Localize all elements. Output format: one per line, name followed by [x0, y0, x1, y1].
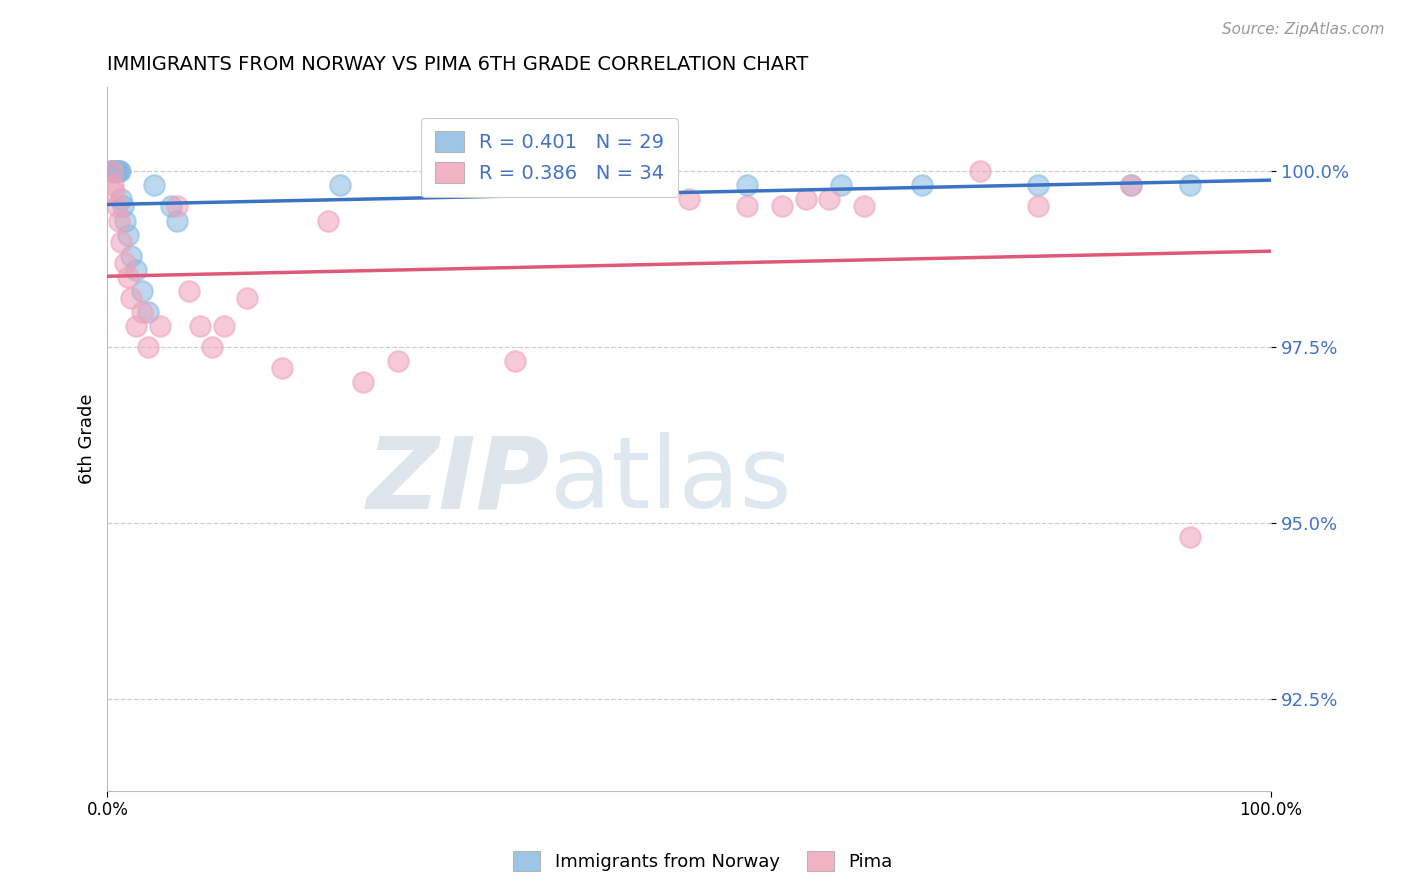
Point — [737, 199, 759, 213]
Point — [737, 178, 759, 193]
Point — [911, 178, 934, 193]
Y-axis label: 6th Grade: 6th Grade — [79, 393, 96, 484]
Point — [110, 193, 132, 207]
Point — [125, 319, 148, 334]
Text: Source: ZipAtlas.com: Source: ZipAtlas.com — [1222, 22, 1385, 37]
Point — [103, 164, 125, 178]
Point — [561, 178, 583, 193]
Point — [387, 354, 409, 368]
Point — [108, 213, 131, 227]
Legend: R = 0.401   N = 29, R = 0.386   N = 34: R = 0.401 N = 29, R = 0.386 N = 34 — [420, 118, 678, 197]
Point — [120, 291, 142, 305]
Point — [107, 164, 129, 178]
Point — [236, 291, 259, 305]
Point — [131, 284, 153, 298]
Text: IMMIGRANTS FROM NORWAY VS PIMA 6TH GRADE CORRELATION CHART: IMMIGRANTS FROM NORWAY VS PIMA 6TH GRADE… — [107, 55, 808, 74]
Point — [103, 186, 125, 200]
Point — [177, 284, 200, 298]
Point — [101, 164, 124, 178]
Point — [271, 361, 294, 376]
Point — [190, 319, 212, 334]
Point — [103, 178, 125, 193]
Point — [1121, 178, 1143, 193]
Point — [125, 262, 148, 277]
Point — [166, 199, 188, 213]
Point — [142, 178, 165, 193]
Point — [114, 256, 136, 270]
Point — [103, 164, 125, 178]
Point — [212, 319, 235, 334]
Point — [352, 376, 374, 390]
Legend: Immigrants from Norway, Pima: Immigrants from Norway, Pima — [506, 844, 900, 879]
Point — [1028, 199, 1050, 213]
Point — [103, 164, 125, 178]
Point — [166, 213, 188, 227]
Point — [108, 164, 131, 178]
Point — [136, 340, 159, 354]
Point — [149, 319, 172, 334]
Text: ZIP: ZIP — [367, 433, 550, 530]
Point — [101, 164, 124, 178]
Point — [111, 199, 134, 213]
Point — [329, 178, 352, 193]
Point — [117, 269, 139, 284]
Point — [120, 249, 142, 263]
Point — [503, 354, 526, 368]
Point — [110, 235, 132, 249]
Point — [969, 164, 991, 178]
Point — [1028, 178, 1050, 193]
Point — [678, 193, 700, 207]
Point — [318, 213, 340, 227]
Point — [830, 178, 852, 193]
Point — [117, 227, 139, 242]
Point — [818, 193, 841, 207]
Point — [104, 164, 127, 178]
Point — [1178, 530, 1201, 544]
Point — [794, 193, 817, 207]
Point — [852, 199, 875, 213]
Point — [108, 164, 131, 178]
Point — [136, 305, 159, 319]
Point — [105, 164, 128, 178]
Text: atlas: atlas — [550, 433, 792, 530]
Point — [770, 199, 793, 213]
Point — [131, 305, 153, 319]
Point — [1178, 178, 1201, 193]
Point — [114, 213, 136, 227]
Point — [100, 164, 122, 178]
Point — [105, 199, 128, 213]
Point — [201, 340, 224, 354]
Point — [1121, 178, 1143, 193]
Point — [160, 199, 183, 213]
